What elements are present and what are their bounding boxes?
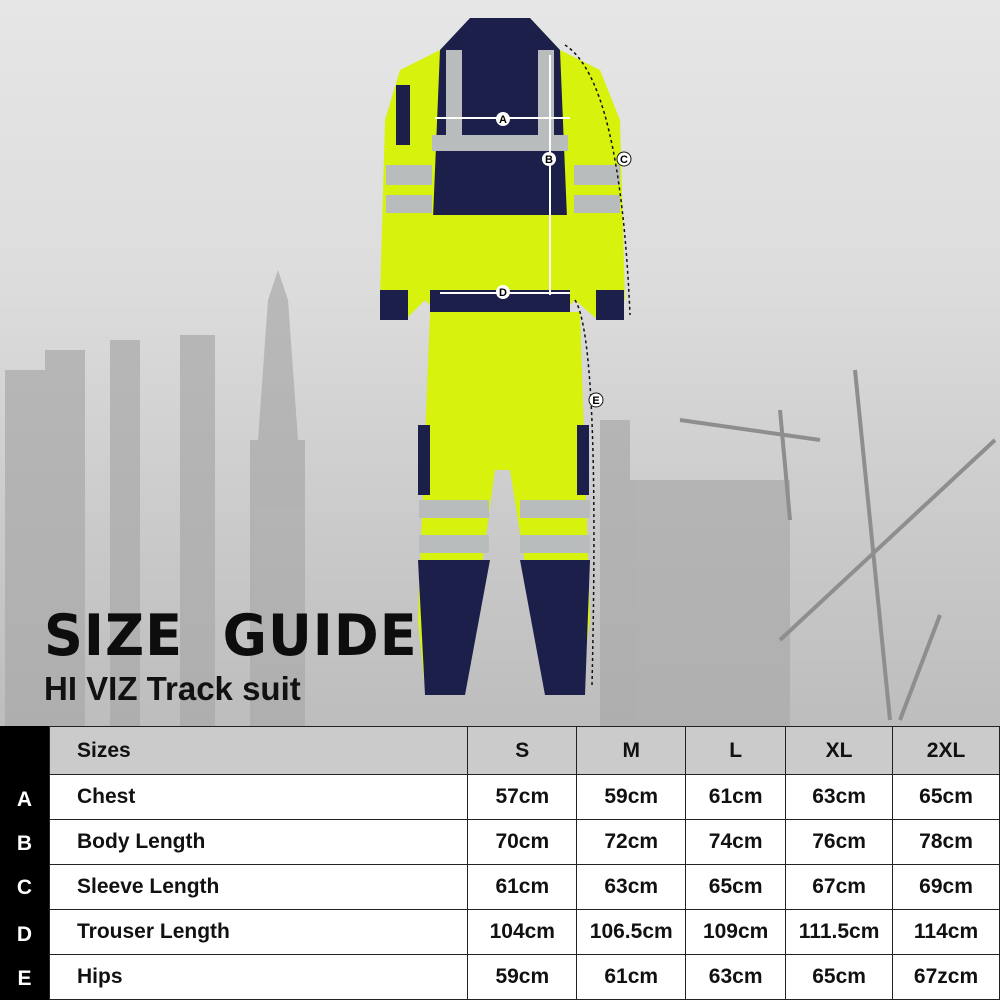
cell: 63cm — [576, 864, 687, 910]
cell: 69cm — [892, 864, 1000, 910]
row-letter: A — [16, 788, 33, 811]
table-row: Chest 57cm 59cm 61cm 63cm 65cm — [48, 774, 1000, 820]
measurement-letter-column: A B C D E — [0, 726, 49, 1000]
cell: 76cm — [785, 819, 894, 865]
row-label: Trouser Length — [48, 909, 469, 955]
table-row: Trouser Length 104cm 106.5cm 109cm 111.5… — [48, 909, 1000, 955]
cell: 67cm — [785, 864, 894, 910]
cell: 61cm — [685, 774, 787, 820]
size-chart: Sizes S M L XL 2XL Chest 57cm 59cm 61cm … — [48, 726, 1000, 1000]
row-letter: B — [16, 832, 33, 855]
row-label: Chest — [48, 774, 469, 820]
cell: 63cm — [685, 954, 787, 1000]
header-size: M — [576, 726, 687, 775]
row-label: Sleeve Length — [48, 864, 469, 910]
table-header-row: Sizes S M L XL 2XL — [48, 726, 1000, 775]
cell: 61cm — [576, 954, 687, 1000]
cell: 114cm — [892, 909, 1000, 955]
cell: 104cm — [467, 909, 578, 955]
marker-d: D — [499, 287, 507, 299]
row-label: Body Length — [48, 819, 469, 865]
cell: 67zcm — [892, 954, 1000, 1000]
marker-c: C — [620, 154, 628, 166]
cell: 106.5cm — [576, 909, 687, 955]
product-subtitle: HI VIZ Track suit — [44, 670, 301, 707]
row-letter: E — [17, 967, 32, 990]
measurement-curves — [564, 44, 631, 686]
header-size: S — [467, 726, 578, 775]
cell: 65cm — [785, 954, 894, 1000]
marker-e: E — [592, 395, 599, 407]
cell: 111.5cm — [785, 909, 894, 955]
table-row: Sleeve Length 61cm 63cm 65cm 67cm 69cm — [48, 864, 1000, 910]
cell: 65cm — [685, 864, 787, 910]
header-size: L — [685, 726, 787, 775]
marker-a: A — [499, 114, 507, 126]
city-skyline — [5, 270, 790, 726]
row-letter: C — [16, 876, 33, 899]
cell: 59cm — [467, 954, 578, 1000]
trousers — [418, 312, 590, 695]
table-row: Body Length 70cm 72cm 74cm 76cm 78cm — [48, 819, 1000, 865]
header-size: XL — [785, 726, 894, 775]
row-label: Hips — [48, 954, 469, 1000]
size-table: A B C D E Sizes S M L XL 2XL Chest 57cm … — [0, 726, 1000, 1000]
cell: 70cm — [467, 819, 578, 865]
marker-b: B — [545, 154, 553, 166]
hoodie — [380, 18, 625, 320]
cell: 109cm — [685, 909, 787, 955]
cell: 59cm — [576, 774, 687, 820]
cell: 61cm — [467, 864, 578, 910]
cell: 63cm — [785, 774, 894, 820]
header-size: 2XL — [892, 726, 1000, 775]
tracksuit-illustration: A B C D E — [5, 18, 997, 726]
cell: 78cm — [892, 819, 1000, 865]
cell: 72cm — [576, 819, 687, 865]
cell: 74cm — [685, 819, 787, 865]
page-title: SIZE GUIDE — [44, 602, 418, 669]
row-letter: D — [16, 923, 33, 946]
cell: 65cm — [892, 774, 1000, 820]
table-row: Hips 59cm 61cm 63cm 65cm 67zcm — [48, 954, 1000, 1000]
cell: 57cm — [467, 774, 578, 820]
cranes — [679, 369, 997, 721]
header-sizes: Sizes — [48, 726, 469, 775]
